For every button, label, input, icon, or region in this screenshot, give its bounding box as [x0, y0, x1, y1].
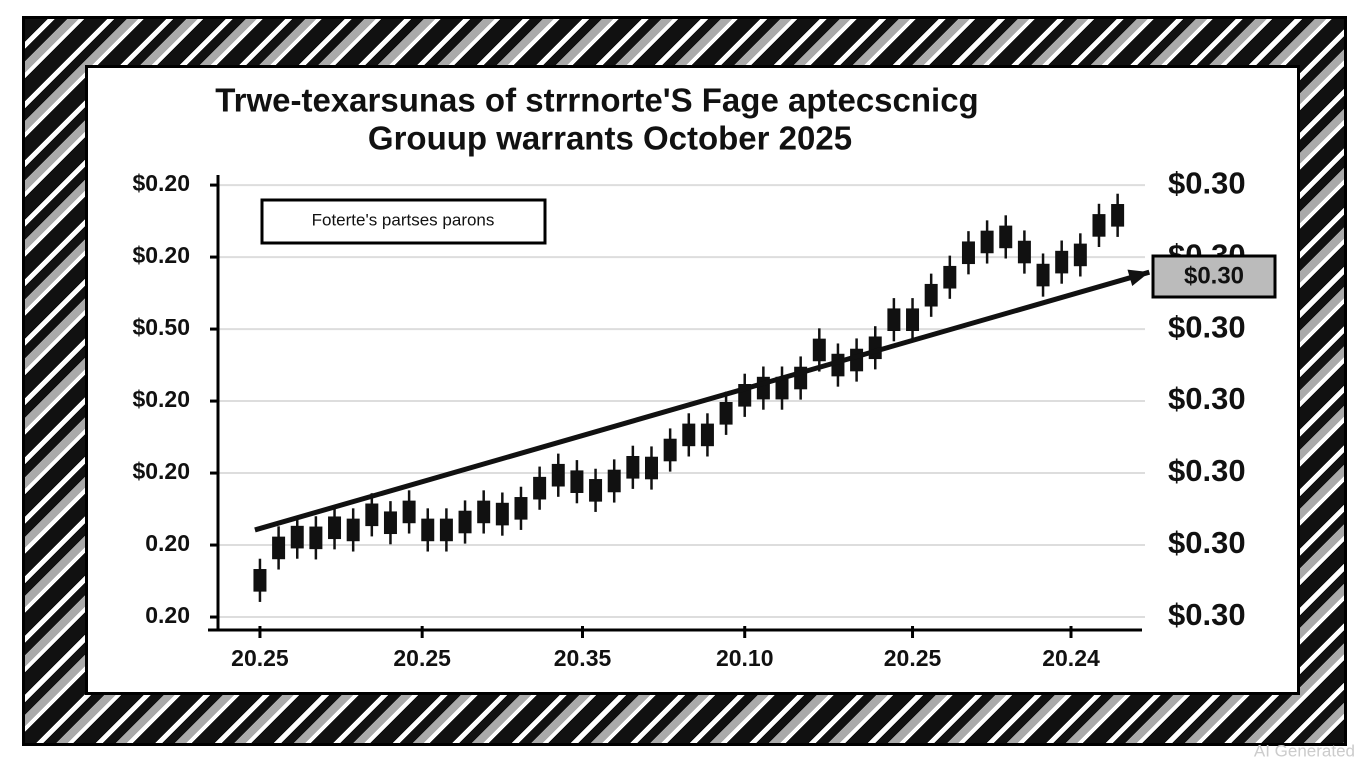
y2-tick-label: $0.30 [1168, 453, 1246, 488]
y2-tick-label: $0.30 [1168, 597, 1246, 632]
end-label-box [1151, 254, 1277, 299]
annotation: Foterte's partses parons [312, 210, 495, 229]
chart-panel [85, 65, 1300, 695]
candle-body [458, 510, 472, 534]
y-tick-label: $0.20 [132, 242, 190, 268]
candle-body [290, 525, 304, 549]
y-tick-label: $0.50 [132, 314, 190, 340]
trend-line [254, 269, 1151, 533]
candle-body [700, 423, 714, 447]
candle-body [1092, 214, 1106, 237]
candle-body [477, 500, 491, 524]
candle-body [980, 230, 994, 254]
y-tick-label: 0.20 [145, 602, 190, 628]
y-tick-label: $0.20 [132, 170, 190, 196]
candle-body [682, 423, 696, 447]
candle-body [383, 511, 397, 535]
y2-tick-label: $0.30 [1168, 381, 1246, 416]
x-tick-label: 20.35 [554, 645, 612, 671]
candle-body [514, 497, 528, 520]
candle-body [1036, 263, 1050, 287]
candle-body [812, 338, 826, 362]
candle-body [551, 463, 565, 487]
candle-body [1073, 243, 1087, 267]
candle-body [961, 241, 975, 265]
candle-body [328, 516, 342, 540]
x-tick-label: 20.25 [393, 645, 451, 671]
candle-body [346, 518, 360, 542]
candle-body [495, 502, 509, 526]
chart-title: Trwe-texarsunas of strrnorte'S Fage apte… [215, 82, 978, 119]
candle-body [533, 476, 547, 500]
candle-body [570, 470, 584, 493]
candle-body [943, 265, 957, 289]
end-label: $0.30 [1184, 262, 1244, 289]
candle-body [253, 569, 267, 592]
candle-body [663, 438, 677, 462]
candle-body [365, 503, 379, 527]
candle-body [1111, 204, 1125, 227]
candle-body [626, 455, 640, 479]
candle-body [589, 479, 603, 502]
candle-body [309, 526, 323, 550]
candle-body [887, 308, 901, 332]
y2-tick-label: $0.30 [1168, 165, 1246, 200]
y2-tick-label: $0.30 [1168, 309, 1246, 344]
candle-body [607, 469, 621, 493]
candle-body [924, 283, 938, 307]
chart-title: Grouup warrants October 2025 [368, 120, 852, 157]
annotation-box [260, 198, 547, 245]
candle-body [999, 225, 1013, 249]
x-tick-label: 20.24 [1042, 645, 1100, 671]
x-tick-label: 20.25 [231, 645, 289, 671]
candle-body [644, 456, 658, 480]
watermark: AI Generated [1254, 741, 1355, 760]
candle-body [272, 536, 286, 560]
x-tick-label: 20.25 [884, 645, 942, 671]
candle-body [439, 518, 453, 542]
y-tick-label: $0.20 [132, 386, 190, 412]
trend-arrowhead [1127, 269, 1150, 287]
x-tick-label: 20.10 [716, 645, 774, 671]
candle-body [402, 500, 416, 524]
candle-body [421, 518, 435, 542]
candle-body [719, 402, 733, 425]
y-tick-label: $0.20 [132, 458, 190, 484]
y-tick-label: 0.20 [145, 530, 190, 556]
candle-body [1017, 240, 1031, 264]
candle-body [1055, 250, 1069, 274]
candle-body [906, 308, 920, 332]
y2-tick-label: $0.30 [1168, 525, 1246, 560]
